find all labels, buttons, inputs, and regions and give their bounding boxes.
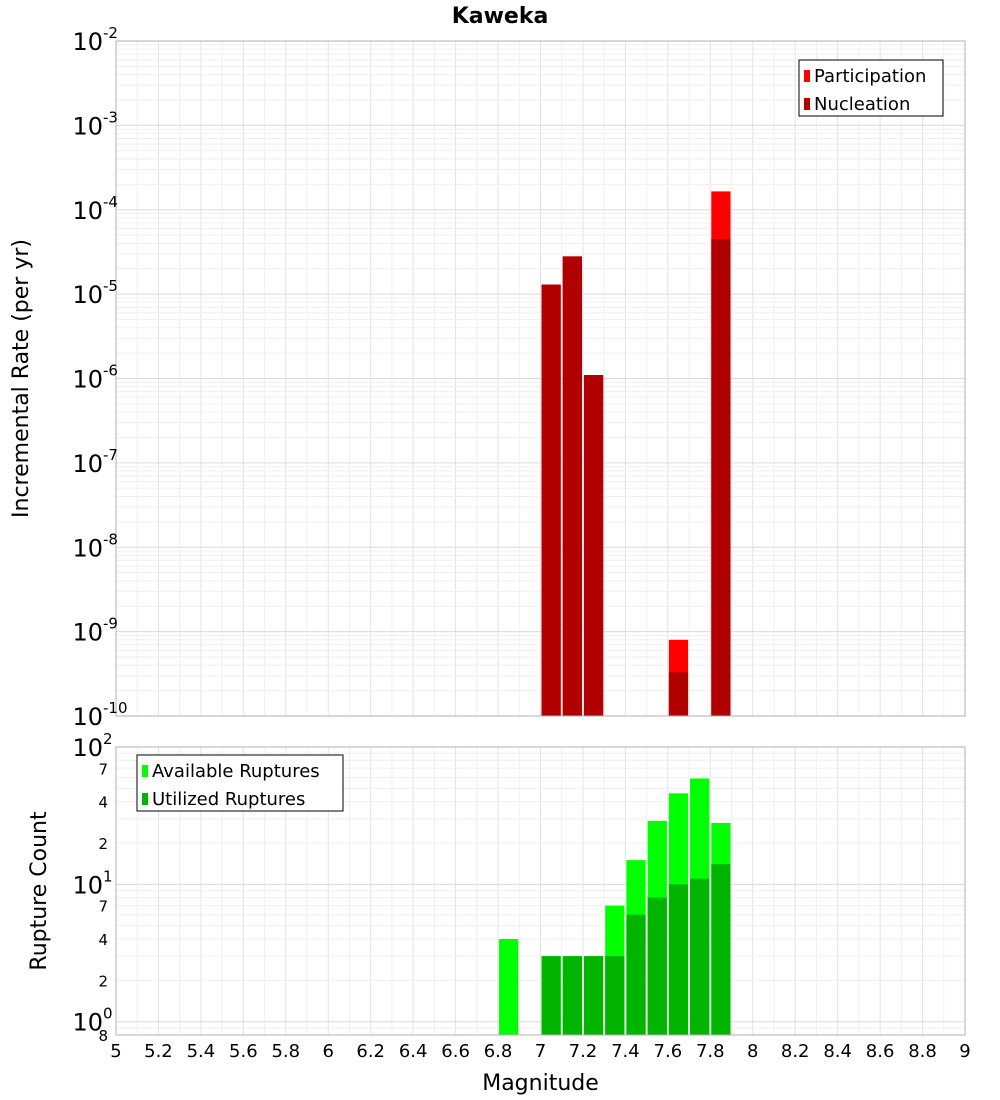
y-tick-base: 10	[72, 366, 103, 394]
y-tick-base: 10	[72, 871, 103, 899]
bar-nucleation	[541, 284, 561, 716]
y-tick-base: 10	[72, 197, 103, 225]
legend-swatch-nucleation	[804, 98, 810, 110]
legend-swatch-utilized-ruptures	[142, 793, 148, 805]
y-tick-base: 10	[72, 619, 103, 647]
bar-utilized-ruptures	[541, 956, 561, 1035]
legend-label-nucleation: Nucleation	[814, 94, 910, 115]
x-tick-label: 5.2	[144, 1041, 173, 1062]
y-tick-base: 10	[72, 534, 103, 562]
x-tick-label: 6.2	[356, 1041, 385, 1062]
y-tick-base: 10	[72, 703, 103, 731]
x-tick-label: 7.4	[611, 1041, 640, 1062]
bottom-legend-box	[136, 754, 344, 812]
bar-nucleation	[562, 256, 582, 716]
legend-swatch-available-ruptures	[142, 765, 148, 777]
y-tick-base: 10	[72, 281, 103, 309]
x-tick-label: 5.4	[187, 1041, 216, 1062]
bottom-bars	[499, 778, 731, 1035]
top-plot-frame	[115, 40, 966, 717]
legend-label-utilized-ruptures: Utilized Ruptures	[152, 789, 305, 810]
x-tick-label: 8	[747, 1041, 758, 1062]
x-tick-label: 5.6	[229, 1041, 258, 1062]
top-plot-area: 10-210-310-410-510-610-710-810-910-10	[72, 24, 966, 731]
legend-swatch-participation	[804, 70, 810, 82]
chart-title: Kaweka	[452, 4, 549, 29]
y-tick-exponent: -8	[103, 530, 118, 548]
bar-utilized-ruptures	[647, 897, 667, 1035]
y-tick-exponent: -4	[103, 193, 118, 211]
y-tick-exponent: -7	[103, 446, 118, 464]
bottom-y-axis-label: Rupture Count	[27, 811, 52, 971]
y-tick-base: 10	[72, 112, 103, 140]
bar-available-ruptures	[499, 939, 519, 1035]
y-tick-exponent: -6	[103, 362, 118, 380]
x-tick-label: 6.8	[484, 1041, 513, 1062]
top-y-axis-label: Incremental Rate (per yr)	[9, 239, 34, 518]
y-minor-tick-label: 2	[98, 835, 108, 853]
x-tick-label: 8.4	[823, 1041, 852, 1062]
y-tick-exponent: -5	[103, 277, 118, 295]
y-tick-exponent: -9	[103, 615, 118, 633]
bar-utilized-ruptures	[583, 956, 604, 1035]
x-tick-label: 7.2	[569, 1041, 598, 1062]
x-tick-label: 5.8	[271, 1041, 300, 1062]
x-tick-label: 7	[535, 1041, 546, 1062]
top-bars	[541, 191, 731, 717]
y-tick-exponent: 0	[103, 1005, 113, 1023]
bar-utilized-ruptures	[605, 956, 625, 1035]
y-minor-tick-label: 7	[98, 898, 108, 916]
x-tick-label: 8.8	[908, 1041, 937, 1062]
x-tick-label: 8.6	[866, 1041, 895, 1062]
y-tick-exponent: -3	[103, 108, 118, 126]
y-tick-exponent: -2	[103, 24, 118, 42]
x-tick-label: 9	[959, 1041, 970, 1062]
y-minor-tick-label: 4	[98, 931, 108, 949]
y-tick-exponent: 1	[103, 867, 113, 885]
bottom-plot-frame	[115, 746, 966, 1036]
top-legend-box	[798, 59, 944, 117]
y-minor-tick-label: 2	[98, 972, 108, 990]
x-tick-labels: 5 5.2 5.4 5.6 5.8 6 6.2 6.4 6.6 6.8 7 7.2 7.4 7.6 7.8 8…	[110, 1041, 970, 1062]
x-tick-label: 7.8	[696, 1041, 725, 1062]
bar-utilized-ruptures	[562, 956, 582, 1035]
bar-nucleation	[668, 672, 689, 716]
bar-nucleation	[583, 375, 604, 716]
bar-nucleation	[711, 239, 731, 716]
x-tick-label: 5	[110, 1041, 121, 1062]
top-legend: Participation Nucleation	[798, 59, 944, 117]
bottom-legend: Available Ruptures Utilized Ruptures	[136, 754, 344, 812]
legend-label-participation: Participation	[814, 66, 926, 87]
bar-utilized-ruptures	[711, 864, 731, 1035]
y-tick-exponent: 2	[103, 730, 113, 748]
y-minor-tick-label: 8	[98, 1027, 108, 1045]
y-tick-exponent: -10	[103, 699, 128, 717]
x-tick-label: 7.6	[654, 1041, 683, 1062]
x-axis-label: Magnitude	[482, 1071, 599, 1096]
y-minor-tick-label: 7	[98, 760, 108, 778]
x-tick-label: 8.2	[781, 1041, 810, 1062]
top-y-tick-labels: 10-210-310-410-510-610-710-810-910-10	[72, 24, 127, 731]
bar-utilized-ruptures	[690, 878, 710, 1035]
y-tick-base: 10	[72, 1009, 103, 1037]
top-grid	[115, 40, 966, 717]
bar-utilized-ruptures	[668, 884, 689, 1035]
y-tick-base: 10	[72, 450, 103, 478]
y-tick-base: 10	[72, 734, 103, 762]
x-tick-label: 6.4	[399, 1041, 428, 1062]
legend-label-available-ruptures: Available Ruptures	[152, 761, 320, 782]
x-tick-label: 6.6	[441, 1041, 470, 1062]
y-tick-base: 10	[72, 28, 103, 56]
y-minor-tick-label: 4	[98, 794, 108, 812]
x-tick-label: 6	[323, 1041, 334, 1062]
bar-utilized-ruptures	[626, 914, 646, 1035]
